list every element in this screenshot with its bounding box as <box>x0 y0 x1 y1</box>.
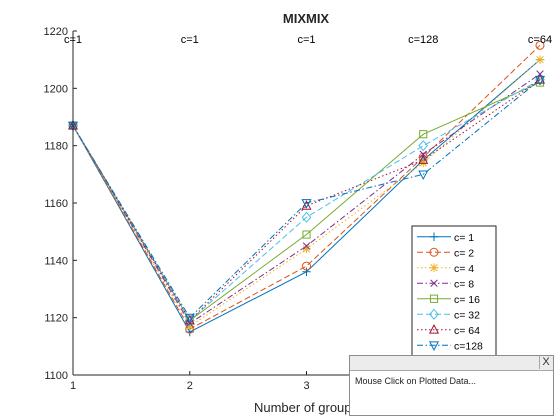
legend-label-3: c= 4 <box>454 263 474 275</box>
y-tick-label: 1220 <box>44 26 68 38</box>
data-point-s6-x2[interactable] <box>184 314 195 327</box>
legend-label-6: c= 32 <box>454 309 480 321</box>
data-point-s3-x2[interactable] <box>185 322 194 331</box>
annotation-label: c=1 <box>297 34 315 46</box>
series-line-2 <box>72 44 541 330</box>
data-point-s7-x4[interactable] <box>418 154 429 164</box>
chart-title: MIXMIX <box>283 11 330 26</box>
legend-marker-8[interactable] <box>428 341 440 351</box>
series-line-8 <box>72 79 541 319</box>
legend-marker-2[interactable] <box>429 247 439 257</box>
legend-label-8: c=128 <box>454 340 483 352</box>
x-axis-label: Number of groups <box>254 400 359 415</box>
data-point-s7-x5[interactable] <box>534 74 546 84</box>
data-point-s3-x5[interactable] <box>535 55 545 64</box>
legend[interactable]: c= 1 c= 2 c= 4 c= 8 c= 16 c= 32 c= 64 c=128 <box>411 225 497 357</box>
legend-marker-1[interactable] <box>429 232 439 241</box>
series-line-5 <box>72 82 541 322</box>
x-tick-label: 3 <box>303 380 309 392</box>
data-tip-message: Mouse Click on Plotted Data... <box>355 376 477 386</box>
annotation-label: c=128 <box>408 34 438 46</box>
data-point-s5-x5[interactable] <box>535 78 545 87</box>
legend-marker-7[interactable] <box>428 324 440 334</box>
data-point-s6-x4[interactable] <box>418 140 429 152</box>
y-tick-label: 1160 <box>44 198 68 210</box>
data-point-s2-x5[interactable] <box>535 40 545 50</box>
data-point-s8-x4[interactable] <box>418 170 429 181</box>
legend-label-7: c= 64 <box>454 325 480 337</box>
y-tick-label: 1140 <box>44 255 68 267</box>
legend-label-2: c= 2 <box>454 247 474 259</box>
series-line-6 <box>72 79 541 322</box>
data-point-s7-x2[interactable] <box>184 314 195 325</box>
y-tick-label: 1100 <box>44 370 68 382</box>
data-tip-panel[interactable]: X Mouse Click on Plotted Data... <box>349 355 554 416</box>
legend-box <box>411 225 497 357</box>
data-point-s8-x5[interactable] <box>534 75 546 86</box>
data-tip-title-bar: X <box>350 356 553 371</box>
data-point-s7-x3[interactable] <box>301 200 312 210</box>
y-tick-label: 1200 <box>44 83 68 95</box>
x-tick-label: 1 <box>70 380 76 392</box>
data-point-s3-x3[interactable] <box>302 244 311 254</box>
legend-marker-4[interactable] <box>430 279 438 287</box>
data-point-s8-x2[interactable] <box>184 313 195 324</box>
legend-marker-6[interactable] <box>429 308 439 320</box>
y-tick-label: 1120 <box>44 313 68 325</box>
data-point-s1-x3[interactable] <box>302 267 311 276</box>
data-point-s4-x4[interactable] <box>419 150 427 158</box>
data-point-s4-x3[interactable] <box>302 242 311 250</box>
data-point-s8-x3[interactable] <box>301 199 312 209</box>
data-point-s5-x4[interactable] <box>419 130 428 139</box>
legend-label-4: c= 8 <box>454 278 474 290</box>
legend-marker-5[interactable] <box>429 294 439 303</box>
data-point-s5-x3[interactable] <box>302 230 311 239</box>
data-point-s6-x3[interactable] <box>301 211 312 223</box>
legend-label-5: c= 16 <box>454 294 480 306</box>
y-tick-label: 1180 <box>44 141 68 153</box>
legend-marker-3[interactable] <box>429 263 439 272</box>
series-line-4 <box>72 73 541 325</box>
data-point-s2-x3[interactable] <box>302 261 311 271</box>
annotation-label: c=1 <box>64 34 82 46</box>
legend-label-1: c= 1 <box>454 232 474 244</box>
annotation-label: c=1 <box>181 34 199 46</box>
annotation-label: c=64 <box>528 34 552 46</box>
close-icon[interactable]: X <box>539 356 552 369</box>
x-tick-label: 2 <box>187 380 193 392</box>
